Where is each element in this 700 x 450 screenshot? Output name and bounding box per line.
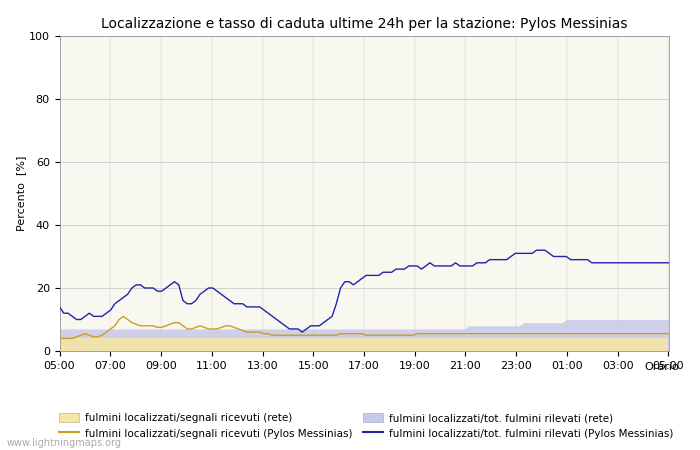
Legend: fulmini localizzati/segnali ricevuti (rete), fulmini localizzati/segnali ricevut: fulmini localizzati/segnali ricevuti (re…	[59, 413, 673, 439]
Text: Orario: Orario	[644, 362, 679, 372]
Title: Localizzazione e tasso di caduta ultime 24h per la stazione: Pylos Messinias: Localizzazione e tasso di caduta ultime …	[101, 17, 627, 31]
Y-axis label: Percento  [%]: Percento [%]	[16, 156, 26, 231]
Text: www.lightningmaps.org: www.lightningmaps.org	[7, 438, 122, 448]
